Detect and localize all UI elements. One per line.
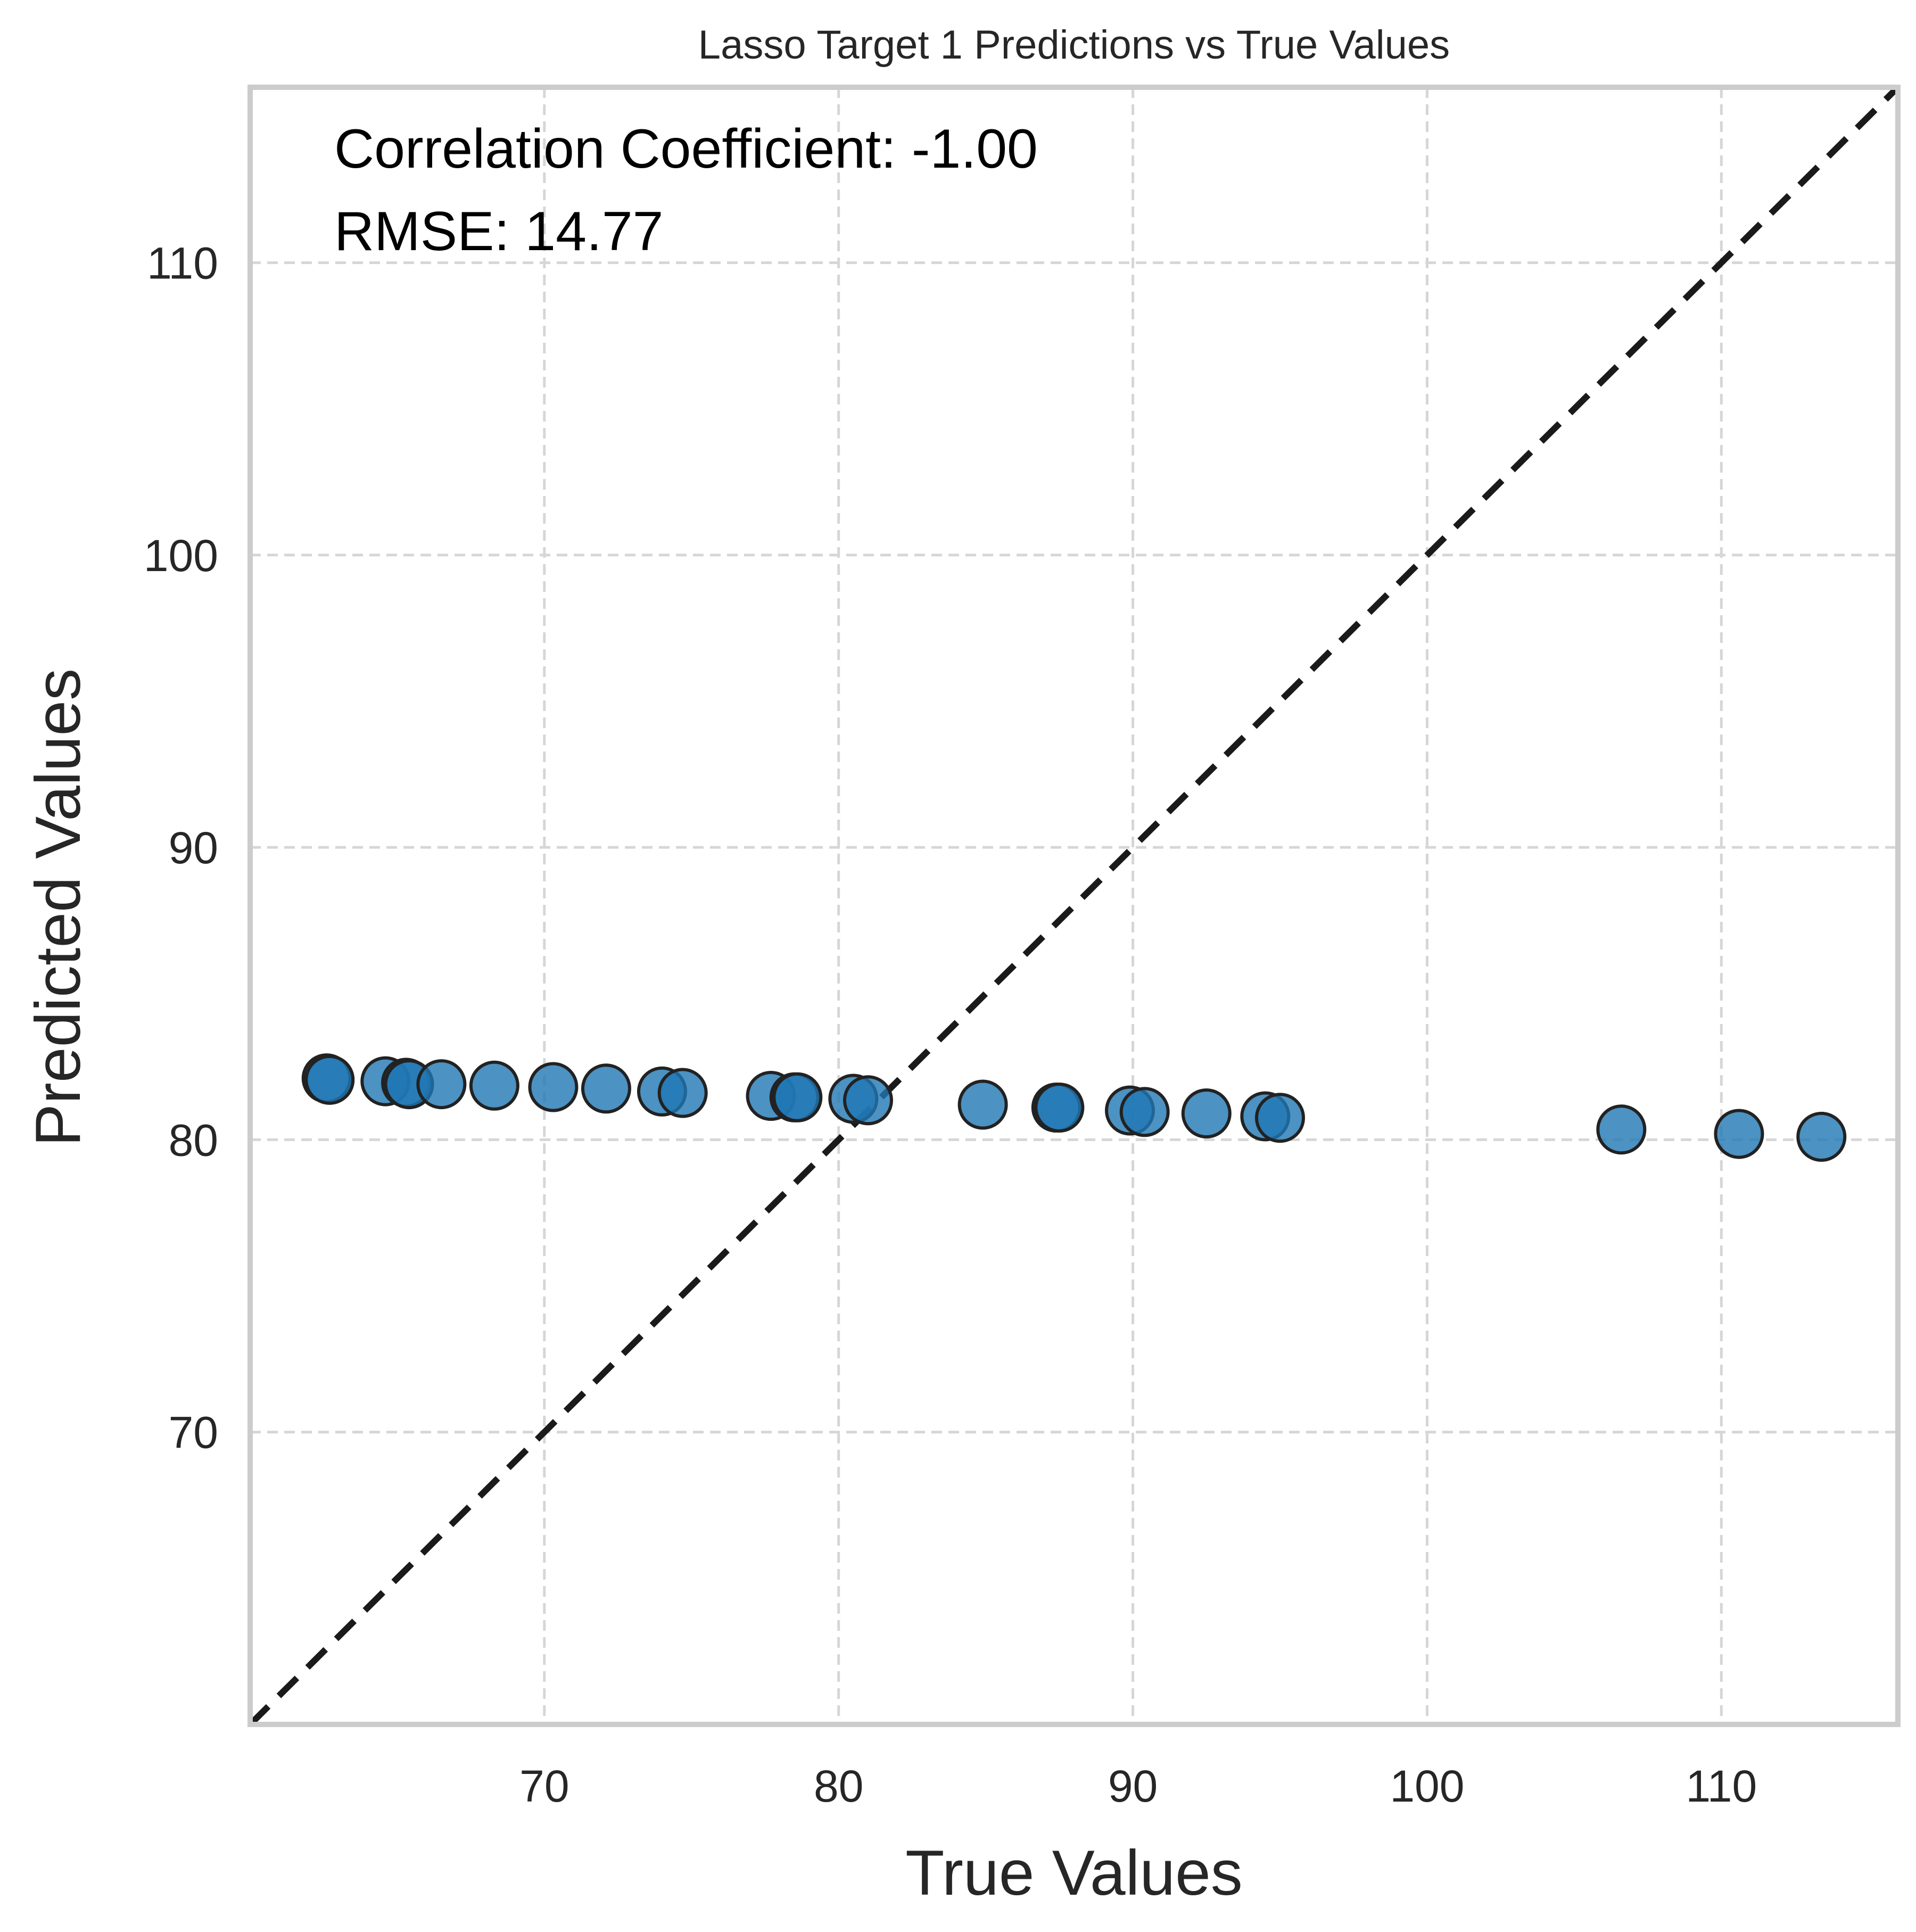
- scatter-point: [1796, 1111, 1847, 1162]
- y-axis-label: Predicted Values: [22, 668, 94, 1146]
- x-tick-label: 90: [1108, 1761, 1158, 1811]
- scatter-point: [304, 1054, 355, 1105]
- x-tick-labels: 70 80 90 100 110: [519, 1761, 1757, 1811]
- scatter-point: [528, 1062, 579, 1112]
- scatter-point: [469, 1060, 519, 1111]
- y-tick-label: 100: [144, 531, 218, 581]
- y-tick-label: 110: [147, 238, 218, 288]
- scatter-point: [1596, 1104, 1647, 1155]
- chart-title: Lasso Target 1 Predictions vs True Value…: [698, 22, 1450, 68]
- correlation-annotation: Correlation Coefficient: -1.00: [334, 118, 1038, 180]
- x-tick-label: 70: [519, 1761, 569, 1811]
- scatter-points: [301, 1053, 1847, 1162]
- scatter-point: [657, 1068, 708, 1118]
- y-tick-label: 80: [169, 1115, 218, 1165]
- scatter-point: [1034, 1083, 1085, 1133]
- identity-reference-line: [247, 85, 1901, 1727]
- scatter-point: [843, 1075, 893, 1126]
- scatter-point: [581, 1063, 631, 1114]
- y-tick-labels: 70 80 90 100 110: [144, 238, 218, 1458]
- y-tick-label: 90: [169, 823, 218, 873]
- grid-lines: [250, 87, 1898, 1724]
- scatter-point: [416, 1059, 467, 1110]
- reference-line-group: [247, 85, 1901, 1727]
- scatter-point: [1255, 1093, 1305, 1143]
- scatter-point: [957, 1079, 1008, 1130]
- y-tick-label: 70: [169, 1408, 218, 1458]
- scatter-point: [1181, 1088, 1232, 1138]
- x-axis-label: True Values: [905, 1837, 1243, 1909]
- x-tick-label: 100: [1390, 1761, 1464, 1811]
- x-tick-label: 110: [1686, 1761, 1757, 1811]
- scatter-point: [772, 1072, 823, 1122]
- x-tick-label: 80: [814, 1761, 863, 1811]
- scatter-point: [1119, 1087, 1170, 1137]
- plot-frame: [247, 85, 1901, 1727]
- scatter-point: [1714, 1109, 1764, 1159]
- rmse-annotation: RMSE: 14.77: [334, 201, 664, 262]
